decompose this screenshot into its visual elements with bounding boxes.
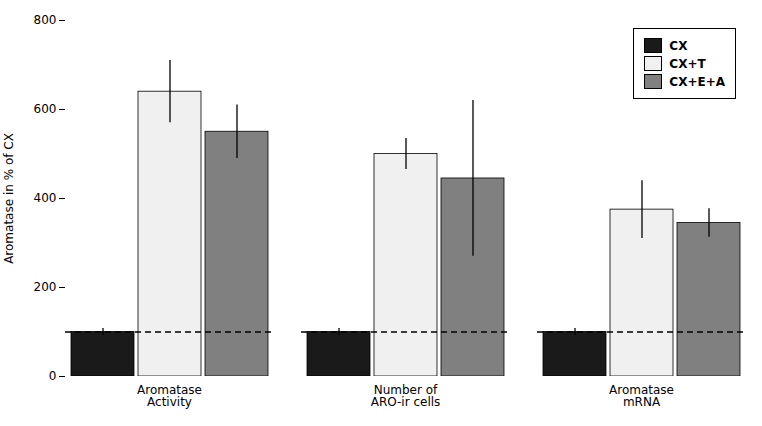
svg-text:200: 200	[34, 280, 57, 294]
svg-text:600: 600	[34, 102, 57, 116]
svg-text:AromataseActivity: AromataseActivity	[137, 383, 202, 409]
svg-text:Number ofARO-ir cells: Number ofARO-ir cells	[371, 383, 441, 409]
svg-text:400: 400	[34, 191, 57, 205]
html-text:CX+E+A: CX+E+A	[669, 74, 725, 89]
svg-text:AromatasemRNA: AromatasemRNA	[609, 383, 674, 409]
svg-text:800: 800	[34, 13, 57, 27]
html-text:CX: CX	[669, 38, 688, 53]
html-text:CX+T: CX+T	[669, 56, 706, 71]
svg-text:0: 0	[49, 369, 57, 383]
svg-text:Aromatase in % of CX: Aromatase in % of CX	[2, 133, 16, 264]
